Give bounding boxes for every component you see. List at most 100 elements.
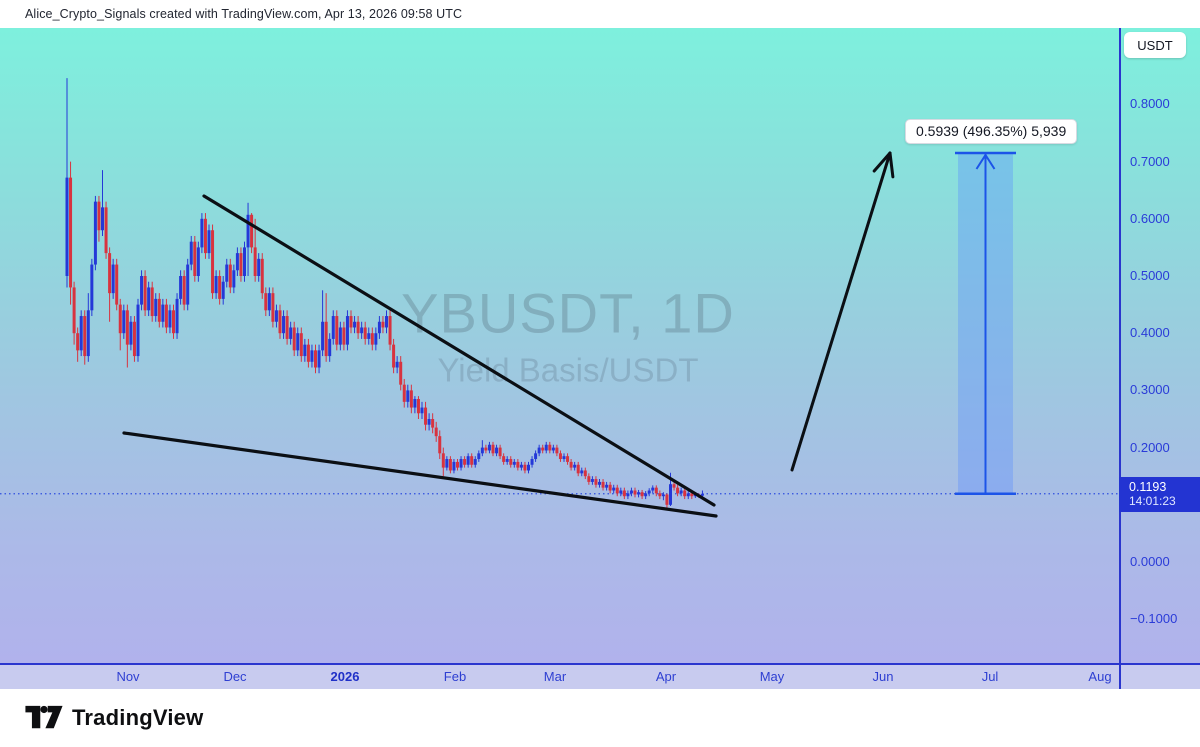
candle-body (72, 287, 76, 334)
candle-body (363, 327, 367, 339)
candle-body (338, 327, 342, 345)
quote-currency-button[interactable]: USDT (1124, 32, 1186, 58)
candle-body (566, 456, 570, 462)
candle-body (225, 264, 229, 282)
candle-body (282, 316, 286, 334)
last-price-value: 0.1193 (1129, 479, 1167, 494)
candle-body (658, 493, 662, 497)
candle-body (93, 201, 97, 265)
candle-body (214, 276, 218, 294)
candle-body (143, 276, 147, 311)
candle-body (267, 293, 271, 311)
time-axis-label: Apr (655, 669, 677, 684)
candle-body (637, 492, 641, 495)
candle-body (388, 316, 392, 345)
candle-body (463, 459, 467, 465)
candle-body (676, 487, 680, 494)
candle-body (416, 398, 420, 414)
candle-body (377, 321, 381, 334)
candle-body (345, 316, 349, 345)
lower_trendline (122, 431, 718, 518)
candle-body (420, 407, 424, 414)
candle-body (466, 456, 470, 465)
candle-body (168, 310, 172, 328)
candle-body (296, 333, 300, 351)
tradingview-logo[interactable]: TradingView (25, 705, 203, 731)
candle-body (189, 241, 193, 265)
candle-body (615, 487, 619, 494)
candle-body (491, 444, 495, 454)
candle-body (289, 327, 293, 339)
candle-body (686, 493, 690, 497)
candle-body (179, 276, 183, 299)
time-axis-label: May (759, 669, 785, 684)
candle-body (626, 493, 630, 497)
candle-body (594, 479, 598, 485)
candle-body (498, 447, 502, 457)
candle-body (193, 241, 197, 276)
candle-body (367, 333, 371, 339)
candle-body (424, 407, 428, 425)
candle-body (402, 384, 406, 402)
candle-body (502, 456, 506, 462)
candle-body (278, 310, 282, 334)
candle-body (619, 490, 623, 494)
candle-body (452, 461, 456, 471)
time-axis-label: Jul (981, 669, 999, 684)
candle-body (484, 447, 488, 451)
candle-body (65, 177, 69, 276)
candle-body (647, 490, 651, 494)
chart-canvas[interactable]: YBUSDT, 1D Yield Basis/USDT USDT 0.8000 0… (0, 28, 1200, 663)
candle-body (654, 487, 658, 494)
candle-body (218, 276, 222, 299)
candle-body (253, 247, 257, 276)
candle-body (495, 447, 499, 454)
candle-body (583, 470, 587, 477)
upper_trendline (202, 194, 716, 507)
candle-body (285, 316, 289, 339)
candle-body (79, 316, 83, 351)
candle-body (292, 327, 296, 351)
candle-body (207, 230, 211, 254)
candle-body (196, 247, 200, 276)
candle-body (360, 327, 364, 334)
candle-body (544, 444, 548, 451)
tradingview-logo-text: TradingView (72, 705, 204, 730)
candle-body (487, 444, 491, 451)
candle-body (101, 207, 104, 231)
candle-body (306, 344, 310, 362)
candle-body (448, 459, 452, 471)
candle-body (700, 493, 704, 496)
candle-body (136, 304, 140, 357)
candle-body (512, 461, 516, 465)
price-range-arrowhead (975, 153, 996, 170)
candle-body (587, 476, 591, 482)
candle-body (260, 258, 264, 294)
candle-body (409, 390, 413, 408)
time-axis-label: Jun (872, 669, 894, 684)
price-axis-label: 0.3000 (1130, 382, 1170, 398)
time-axis[interactable]: Nov Dec 2026 Feb Mar Apr May Jun Jul Aug (0, 663, 1200, 689)
candle-body (221, 281, 225, 299)
candle-body (399, 361, 403, 385)
candle-body (679, 490, 683, 494)
candle-body (274, 310, 278, 322)
candle-body (580, 470, 584, 474)
candle-body (342, 327, 346, 345)
candle-body (576, 464, 580, 474)
price-axis-label: 0.2000 (1130, 439, 1170, 455)
candle-body (640, 492, 644, 497)
candle-body (690, 493, 694, 497)
candle-body (331, 316, 335, 339)
candle-body (182, 276, 186, 305)
price-range-label[interactable]: 0.5939 (496.35%) 5,939 (905, 119, 1078, 144)
price-axis-separator (1119, 28, 1121, 663)
candle-body (328, 338, 332, 357)
candle-body (271, 293, 275, 322)
candle-body (413, 398, 417, 408)
candle-body (555, 447, 559, 454)
candle-body (69, 177, 73, 288)
candle-body (76, 333, 80, 351)
candle-body (527, 464, 530, 471)
time-axis-label: Nov (116, 669, 140, 684)
